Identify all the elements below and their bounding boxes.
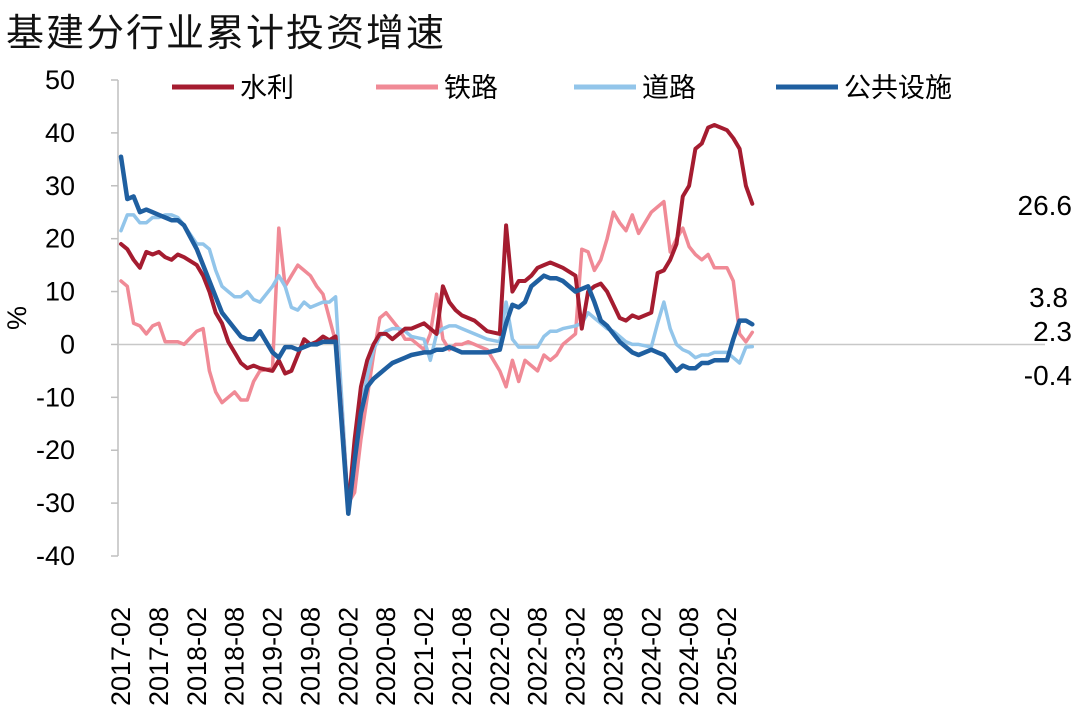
y-tick-label: -40 [36,541,75,571]
x-tick-label: 2022-08 [523,607,553,706]
y-tick-label: 0 [60,329,75,359]
legend-label-1: 水利 [240,73,294,104]
series-layer [118,123,755,516]
y-axis-title: % [2,306,32,330]
end-value-label-2: 3.8 [1029,282,1068,313]
legend-label-3: 道路 [642,73,696,104]
legend-label-2: 铁路 [444,73,498,104]
y-tick-label: 40 [45,118,75,148]
x-tick-label: 2017-08 [144,607,174,706]
x-tick-label: 2025-02 [712,607,742,706]
end-value-label-3: 2.3 [1033,316,1072,347]
end-value-label-4: -0.4 [1024,360,1072,391]
x-tick-label: 2020-08 [371,607,401,706]
x-tick-label: 2023-02 [561,607,591,706]
x-tick-label: 2021-08 [447,607,477,706]
y-tick-label: -10 [36,382,75,412]
y-tick-label: 10 [45,277,75,307]
x-tick-label: 2020-02 [333,607,363,706]
legend-label-4: 公共设施 [844,73,952,104]
series-line-4 [118,154,755,516]
series-line-3 [119,213,755,511]
x-tick-label: 2018-08 [220,607,250,706]
x-tick-label: 2019-02 [258,607,288,706]
series-line-2 [119,199,755,505]
x-tick-label: 2023-08 [598,607,628,706]
chart-title: 基建分行业累计投资增速 [6,11,447,55]
y-tick-label: -30 [36,488,75,518]
y-axis: 50 40 30 20 10 0 -10 -20 -30 -40% [2,65,119,571]
y-tick-label: 20 [45,224,75,254]
end-value-label-1: 26.6 [1018,190,1073,221]
series-line-1 [119,123,755,511]
y-tick-label: -20 [36,435,75,465]
x-axis: 2017-02 2017-08 2018-02 2018-08 2019-02 2019-… [106,343,1045,706]
x-tick-label: 2019-08 [295,607,325,706]
x-tick-label: 2024-02 [636,607,666,706]
legend: 水利 铁路 道路 公共设施 [172,73,952,104]
x-tick-label: 2018-02 [182,607,212,706]
x-tick-label: 2022-02 [485,607,515,706]
x-tick-label: 2021-02 [409,607,439,706]
x-tick-label: 2017-02 [106,607,136,706]
x-tick-label: 2024-08 [674,607,704,706]
annotations: 26.6 3.82.3 -0.4 [1018,190,1073,391]
y-tick-label: 30 [45,171,75,201]
y-tick-label: 50 [45,65,75,95]
